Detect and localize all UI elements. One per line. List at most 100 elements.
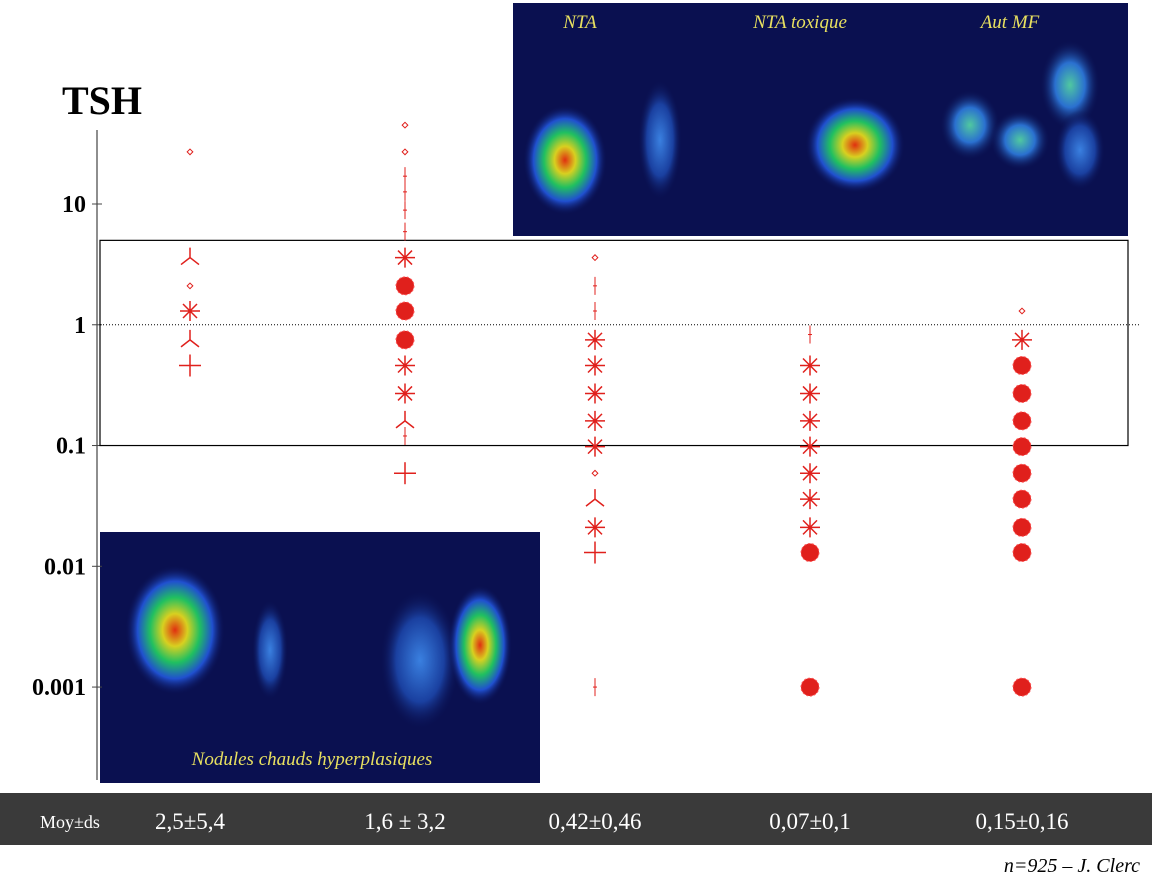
marker-part — [395, 276, 415, 296]
summary-label: Moy±ds — [40, 812, 100, 832]
image-label: NTA toxique — [752, 12, 847, 33]
point — [180, 247, 200, 266]
point — [1012, 677, 1032, 697]
point — [180, 301, 200, 322]
marker-part — [800, 489, 820, 510]
y-tick-label: 1 — [74, 313, 86, 339]
point — [585, 329, 605, 350]
point — [593, 678, 597, 697]
y-tick-label: 0.1 — [56, 434, 86, 460]
summary-cell: 0,15±0,16 — [975, 809, 1068, 834]
marker-part — [395, 410, 415, 429]
point — [800, 489, 820, 510]
summary-cell: 2,5±5,4 — [155, 809, 226, 834]
y-tick-label: 0.001 — [32, 675, 86, 701]
point — [585, 436, 605, 457]
marker-part — [186, 282, 194, 290]
image-label: NTA — [562, 12, 597, 33]
point — [186, 282, 194, 290]
marker-part — [180, 329, 200, 348]
image-label: Aut MF — [979, 12, 1040, 33]
marker-part — [1012, 383, 1032, 403]
point — [800, 410, 820, 431]
marker-part — [591, 469, 599, 477]
marker-part — [800, 677, 820, 697]
marker-part — [800, 517, 820, 538]
point — [394, 462, 416, 485]
marker-part — [395, 355, 415, 376]
point — [186, 148, 194, 156]
marker-part — [395, 247, 415, 268]
point — [800, 463, 820, 484]
point — [403, 201, 407, 220]
marker-part — [585, 410, 605, 431]
marker-part — [585, 436, 605, 457]
marker-part — [180, 301, 200, 322]
point — [179, 354, 201, 377]
point — [585, 355, 605, 376]
point — [395, 301, 415, 321]
point — [395, 410, 415, 429]
point — [1012, 411, 1032, 431]
scan-image-bottom: Nodules chauds hyperplasiques — [100, 532, 540, 783]
point — [401, 121, 409, 129]
point — [403, 167, 407, 186]
marker-part — [585, 383, 605, 404]
point — [591, 254, 599, 262]
image-label: Nodules chauds hyperplasiques — [191, 749, 433, 770]
point — [395, 355, 415, 376]
point — [1012, 383, 1032, 403]
marker-part — [1013, 518, 1031, 537]
marker-part — [1013, 384, 1031, 403]
point — [1012, 543, 1032, 563]
marker-part — [801, 678, 819, 697]
marker-part — [396, 276, 414, 295]
summary-bar — [0, 793, 1152, 845]
marker-part — [1012, 517, 1032, 537]
y-tick-label: 10 — [62, 192, 86, 218]
marker-part — [1012, 543, 1032, 563]
point — [403, 182, 407, 201]
point — [800, 355, 820, 376]
point — [800, 517, 820, 538]
point — [1012, 437, 1032, 457]
point — [593, 276, 597, 295]
summary-cell: 1,6 ± 3,2 — [364, 809, 446, 834]
marker-part — [1013, 411, 1031, 430]
point — [808, 325, 812, 344]
marker-part — [401, 121, 409, 129]
marker-part — [801, 543, 819, 562]
marker-part — [1013, 464, 1031, 483]
marker-part — [1012, 329, 1032, 350]
point — [395, 330, 415, 350]
point — [180, 329, 200, 348]
point — [585, 489, 605, 507]
marker-part — [396, 302, 414, 321]
marker-part — [800, 355, 820, 376]
marker-part — [591, 254, 599, 262]
point — [800, 543, 820, 563]
marker-part — [1012, 411, 1032, 431]
marker-part — [396, 330, 414, 349]
marker-part — [585, 355, 605, 376]
scan-images-top: NTA NTA toxique Aut MF — [513, 3, 1128, 236]
point — [584, 541, 606, 564]
marker-part — [1012, 489, 1032, 509]
marker-part — [1018, 307, 1026, 315]
marker-part — [1012, 463, 1032, 483]
marker-part — [1013, 543, 1031, 562]
marker-part — [395, 383, 415, 404]
marker-part — [1012, 437, 1032, 457]
point — [585, 410, 605, 431]
point — [1012, 355, 1032, 375]
marker-part — [1012, 677, 1032, 697]
point — [1018, 307, 1026, 315]
point — [395, 247, 415, 268]
marker-part — [395, 330, 415, 350]
marker-part — [585, 489, 605, 507]
summary-cell: 0,07±0,1 — [769, 809, 851, 834]
footer: n=925 – J. Clerc — [1004, 855, 1140, 877]
point — [800, 677, 820, 697]
summary-cell: 0,42±0,46 — [548, 809, 641, 834]
